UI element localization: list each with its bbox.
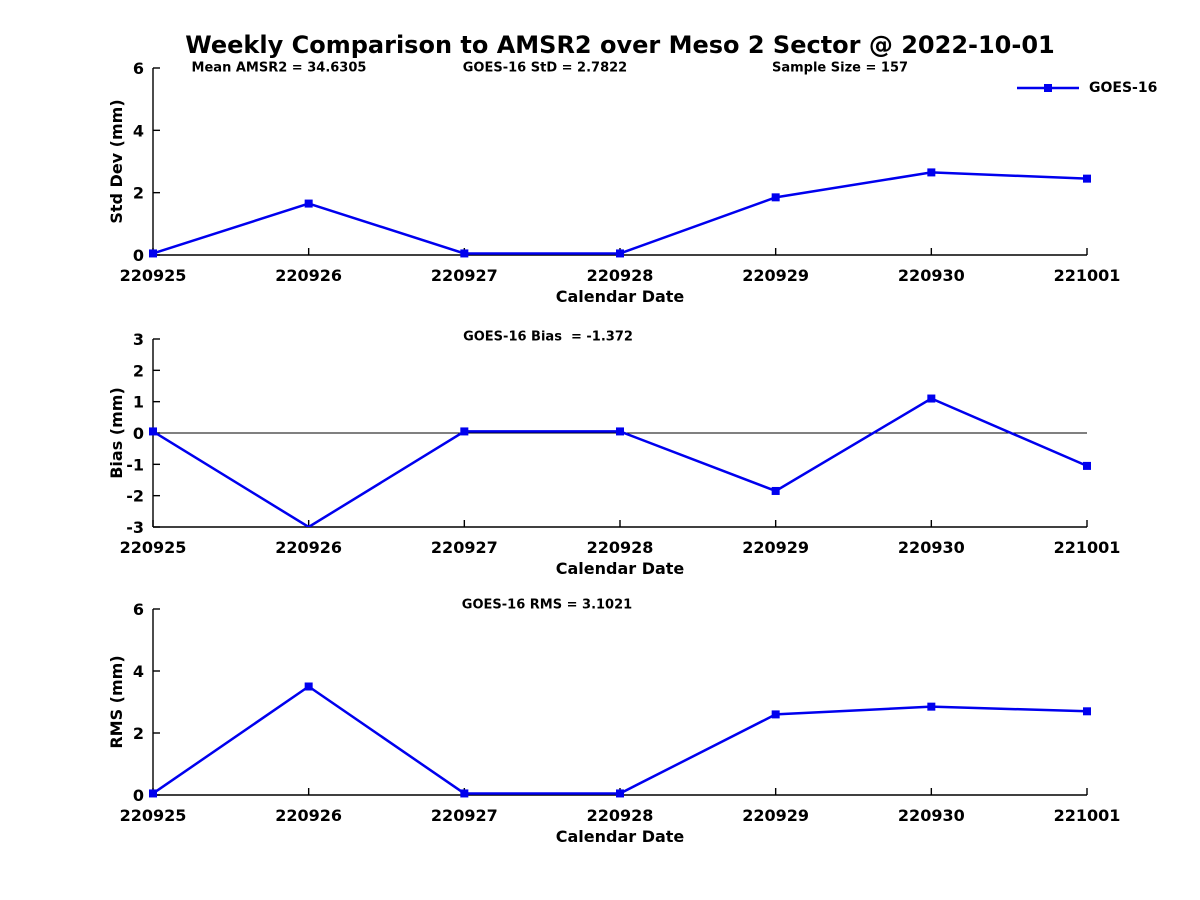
annotation-goes16-bias: GOES-16 Bias = -1.372: [463, 329, 633, 345]
data-point-marker: [149, 249, 157, 258]
y-tick-label: -3: [126, 518, 144, 537]
x-tick-label: 221001: [1054, 538, 1121, 557]
y-tick-label: 6: [133, 59, 144, 78]
x-tick-label: 220929: [742, 538, 809, 557]
x-tick-label: 220927: [431, 806, 498, 825]
data-point-marker: [771, 710, 780, 719]
data-point-marker: [460, 249, 469, 258]
x-tick-label: 220929: [742, 266, 809, 285]
figure-title: Weekly Comparison to AMSR2 over Meso 2 S…: [185, 31, 1055, 59]
x-tick-label: 220925: [120, 538, 187, 557]
annotation-goes16-std: GOES-16 StD = 2.7822: [462, 60, 628, 76]
y-tick-label: 1: [133, 393, 144, 412]
rms-chart: 0 2 4 6 220925 220926 220927 220928 220929 220930…: [107, 600, 1120, 846]
y-axis-label: RMS (mm): [107, 655, 126, 748]
x-axis-label: Calendar Date: [556, 827, 685, 846]
data-point-marker: [1083, 707, 1091, 716]
data-point-marker: [1083, 174, 1091, 183]
y-tick-label: 4: [133, 121, 144, 140]
series-line-goes-16: [152, 684, 1088, 795]
legend-line-marker-icon: [1017, 84, 1079, 92]
y-tick-label: 2: [133, 724, 144, 743]
data-point-marker: [927, 168, 936, 177]
series-line-goes-16: [152, 397, 1088, 527]
annotation-sample-size: Sample Size = 157: [771, 60, 909, 76]
y-tick-label: 2: [133, 184, 144, 203]
data-point-marker: [304, 682, 313, 691]
x-tick-label: 220928: [587, 266, 654, 285]
x-tick-label: 220926: [275, 538, 342, 557]
x-tick-label: 220925: [120, 806, 187, 825]
y-axis-label: Std Dev (mm): [107, 99, 126, 223]
annotation-goes16-rms: GOES-16 RMS = 3.1021: [461, 597, 633, 613]
data-point-marker: [771, 193, 780, 202]
data-point-marker: [1083, 461, 1091, 470]
x-tick-label: 220927: [431, 538, 498, 557]
x-tick-label: 220930: [898, 538, 965, 557]
data-point-marker: [460, 427, 469, 436]
y-axis-label: Bias (mm): [107, 387, 126, 479]
data-point-marker: [771, 486, 780, 495]
data-point-marker: [616, 249, 624, 258]
x-tick-label: 220928: [587, 806, 654, 825]
bias-chart: -3 -2 -1 0 1 2 3 220925 220926 220927 220928 220929…: [107, 330, 1120, 578]
x-tick-label: 220925: [120, 266, 187, 285]
x-tick-label: 220927: [431, 266, 498, 285]
x-tick-label: 220926: [275, 266, 342, 285]
data-point-marker: [927, 394, 936, 403]
data-point-marker: [304, 199, 313, 208]
series-line-goes-16: [152, 171, 1088, 255]
std-dev-chart: 0 2 4 6 220925 220926 220927 220928 220929 220930…: [107, 59, 1120, 306]
x-tick-label: 220928: [587, 538, 654, 557]
x-tick-label: 220930: [898, 806, 965, 825]
x-tick-label: 220926: [275, 806, 342, 825]
legend-label: GOES-16: [1089, 80, 1158, 96]
x-axis-label: Calendar Date: [556, 559, 685, 578]
x-tick-label: 220929: [742, 806, 809, 825]
y-tick-label: 3: [133, 330, 144, 349]
x-tick-label: 220930: [898, 266, 965, 285]
y-tick-label: 6: [133, 600, 144, 619]
annotation-mean-amsr2: Mean AMSR2 = 34.6305: [191, 60, 367, 76]
y-tick-label: 0: [133, 246, 144, 265]
data-point-marker: [149, 789, 157, 798]
legend: GOES-16: [1015, 80, 1157, 96]
data-point-marker: [927, 702, 936, 711]
x-tick-label: 221001: [1054, 266, 1121, 285]
data-point-marker: [616, 789, 624, 798]
y-tick-label: -1: [126, 455, 144, 474]
data-point-marker: [149, 427, 157, 436]
data-point-marker: [460, 789, 469, 798]
y-tick-label: 4: [133, 662, 144, 681]
y-tick-label: -2: [126, 487, 144, 506]
y-tick-label: 0: [133, 786, 144, 805]
y-tick-label: 2: [133, 361, 144, 380]
x-tick-label: 221001: [1054, 806, 1121, 825]
x-axis-label: Calendar Date: [556, 287, 685, 306]
data-point-marker: [616, 427, 624, 436]
y-tick-label: 0: [133, 424, 144, 443]
